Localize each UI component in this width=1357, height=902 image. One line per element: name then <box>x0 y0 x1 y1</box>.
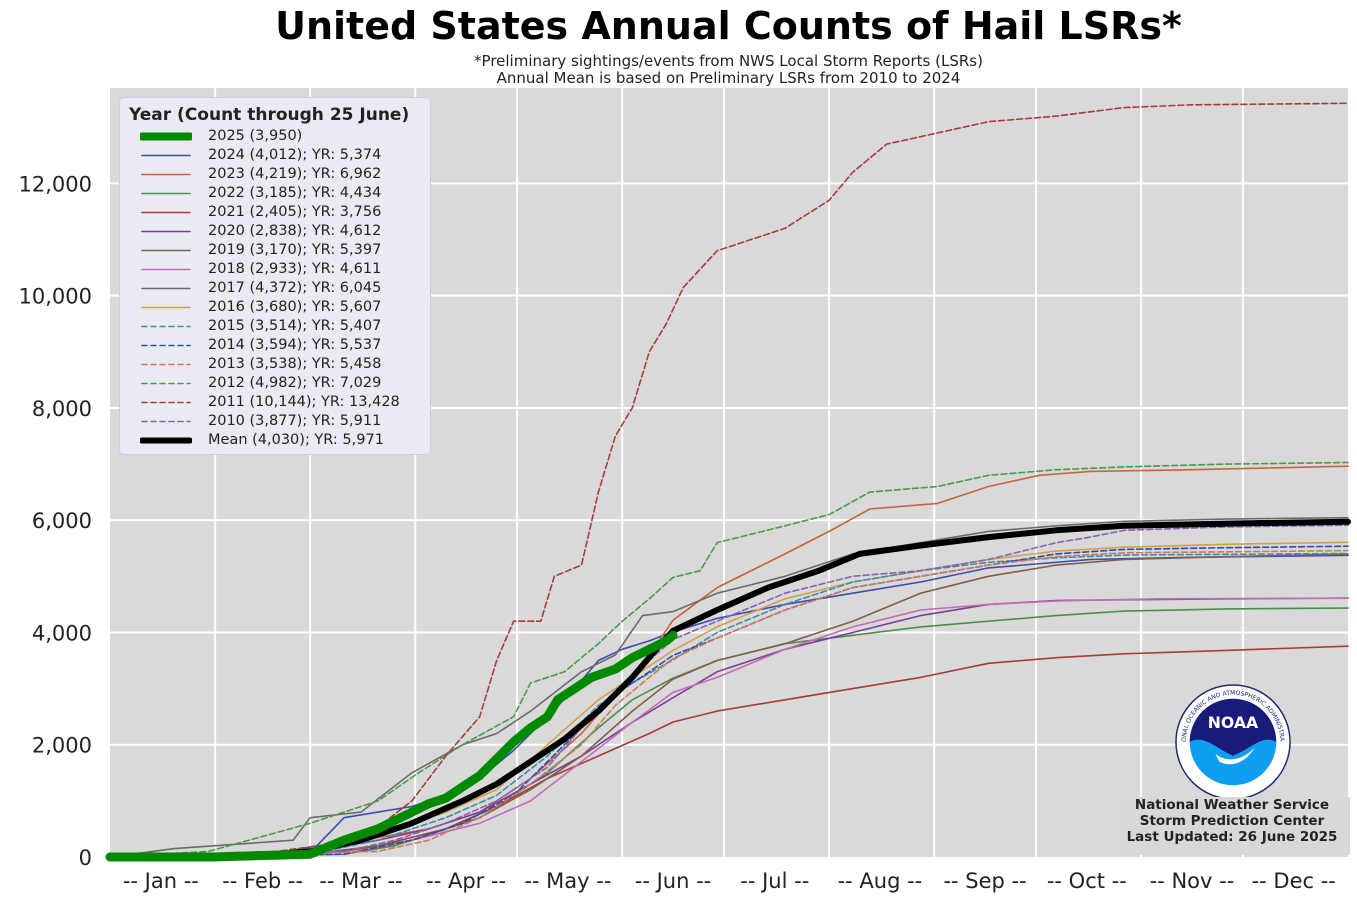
x-tick-label: -- Feb -- <box>222 869 303 893</box>
legend-label: 2023 (4,219); YR: 6,962 <box>208 166 382 182</box>
legend-swatch <box>141 211 191 214</box>
series-line-7 <box>109 597 1349 858</box>
x-tick-label: -- Jun -- <box>635 869 711 893</box>
legend-title: Year (Count through 25 June) <box>129 105 410 125</box>
x-tick-label: -- Nov -- <box>1150 869 1235 893</box>
chart-subtitle-line-2: Annual Mean is based on Preliminary LSRs… <box>496 69 961 87</box>
series-line-12 <box>109 549 1349 858</box>
legend-swatch <box>141 192 191 195</box>
x-tick-label: -- Aug -- <box>838 869 923 893</box>
x-tick-label: -- Dec -- <box>1252 869 1336 893</box>
y-axis-ticks: 0 2,000 4,000 6,000 8,000 10,000 12,000 <box>19 172 92 870</box>
x-tick-label: -- May -- <box>524 869 611 893</box>
legend-swatch <box>141 154 191 157</box>
credit-line-1: National Weather Service <box>1134 797 1330 813</box>
legend-swatch <box>141 173 191 176</box>
series-line-4 <box>109 645 1349 858</box>
y-tick-label: 8,000 <box>32 397 92 421</box>
legend-swatch <box>141 344 191 347</box>
series-line-15 <box>109 524 1349 858</box>
legend-swatch <box>141 363 191 366</box>
legend-swatch <box>141 401 191 404</box>
series-line-1 <box>109 554 1349 858</box>
noaa-wordmark: NOAA <box>1208 713 1259 732</box>
legend-label: 2020 (2,838); YR: 4,612 <box>208 223 382 239</box>
x-axis-ticks: -- Jan -- -- Feb -- -- Mar -- -- Apr -- -- M… <box>123 869 1336 893</box>
chart-title: United States Annual Counts of Hail LSRs… <box>275 4 1182 48</box>
series-line-14 <box>109 102 1349 858</box>
legend-swatch <box>141 306 191 309</box>
legend-label: 2015 (3,514); YR: 5,407 <box>208 318 382 334</box>
legend-label: 2016 (3,680); YR: 5,607 <box>208 299 382 315</box>
legend-swatch <box>141 268 191 271</box>
legend-label: 2024 (4,012); YR: 5,374 <box>208 147 382 163</box>
legend-label: 2014 (3,594); YR: 5,537 <box>208 337 382 353</box>
legend-label: 2018 (2,933); YR: 4,611 <box>208 261 382 277</box>
legend-swatch <box>140 132 192 141</box>
legend: Year (Count through 25 June) 2025 (3,950… <box>119 97 431 455</box>
series-line-13 <box>109 461 1349 858</box>
legend-swatch <box>141 230 191 233</box>
legend-label: 2013 (3,538); YR: 5,458 <box>208 356 382 372</box>
legend-label: 2025 (3,950) <box>208 128 303 144</box>
noaa-logo: NOAA NATIONAL OCEANIC AND ATMOSPHERIC AD… <box>1174 683 1291 800</box>
legend-swatch <box>141 420 191 423</box>
legend-swatch <box>141 249 191 252</box>
legend-label: 2022 (3,185); YR: 4,434 <box>208 185 382 201</box>
legend-swatch <box>141 287 191 290</box>
series-lines <box>105 102 1351 862</box>
legend-label: 2012 (4,982); YR: 7,029 <box>208 375 382 391</box>
legend-swatch <box>141 382 191 385</box>
legend-label: 2021 (2,405); YR: 3,756 <box>208 204 382 220</box>
x-tick-label: -- Mar -- <box>319 869 402 893</box>
series-line-11 <box>109 545 1349 858</box>
y-tick-label: 6,000 <box>32 509 92 533</box>
y-tick-label: 10,000 <box>19 285 92 309</box>
series-line-0 <box>105 630 678 862</box>
legend-label: 2010 (3,877); YR: 5,911 <box>208 413 382 429</box>
y-tick-label: 0 <box>79 846 92 870</box>
x-tick-label: -- Jul -- <box>740 869 809 893</box>
credit-line-3: Last Updated: 26 June 2025 <box>1126 829 1338 845</box>
y-tick-label: 2,000 <box>32 734 92 758</box>
legend-swatch <box>140 437 192 444</box>
x-tick-label: -- Apr -- <box>426 869 506 893</box>
legend-label: 2019 (3,170); YR: 5,397 <box>208 242 382 258</box>
legend-label: Mean (4,030); YR: 5,971 <box>208 432 384 448</box>
x-tick-label: -- Sep -- <box>943 869 1026 893</box>
x-tick-label: -- Jan -- <box>123 869 199 893</box>
x-tick-label: -- Oct -- <box>1047 869 1127 893</box>
credit-box: National Weather Service Storm Predictio… <box>1114 797 1350 855</box>
y-tick-label: 12,000 <box>19 172 92 196</box>
chart-subtitle-line-1: *Preliminary sightings/events from NWS L… <box>474 52 983 70</box>
y-tick-label: 4,000 <box>32 621 92 645</box>
legend-swatch <box>141 325 191 328</box>
legend-label: 2017 (4,372); YR: 6,045 <box>208 280 382 296</box>
credit-line-2: Storm Prediction Center <box>1139 813 1325 829</box>
legend-label: 2011 (10,144); YR: 13,428 <box>208 394 400 410</box>
